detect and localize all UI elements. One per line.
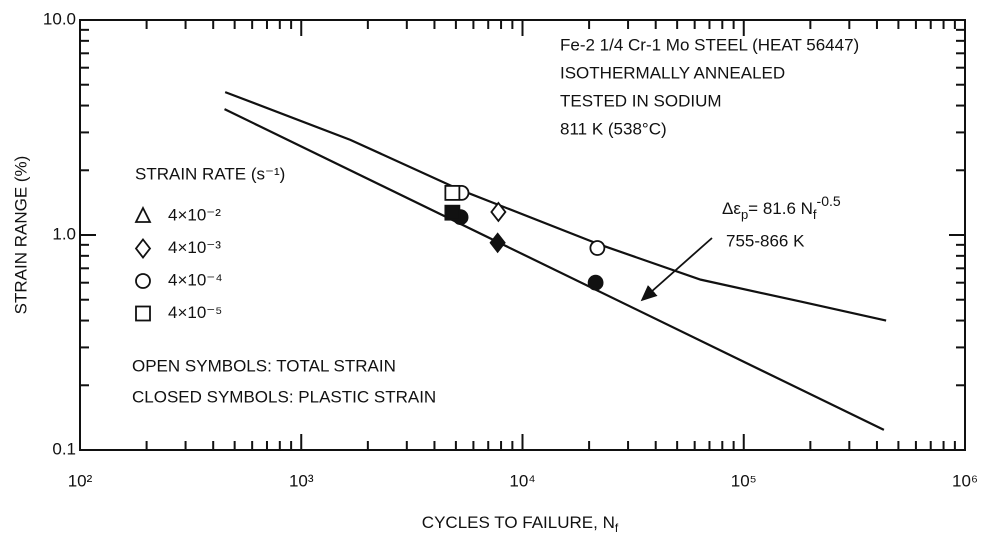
marker — [444, 204, 461, 221]
marker — [444, 184, 461, 201]
eq-part: = 81.6 N — [748, 199, 813, 218]
legend-label: 4×10⁻⁴ — [168, 270, 223, 289]
marker — [589, 240, 606, 256]
y-tick-label: 10.0 — [43, 9, 76, 28]
equation-range: 755-866 K — [726, 231, 805, 250]
x-axis-label-sub: f — [615, 521, 619, 535]
eq-part: f — [813, 207, 817, 222]
plot-frame — [79, 19, 966, 451]
arrow — [640, 237, 713, 302]
marker — [489, 232, 506, 254]
marker — [490, 201, 507, 223]
marker — [135, 305, 151, 322]
legend-label: 4×10⁻³ — [168, 238, 221, 257]
note: OPEN SYMBOLS: TOTAL STRAIN — [132, 356, 396, 375]
note: CLOSED SYMBOLS: PLASTIC STRAIN — [132, 387, 436, 406]
eq-part: Δε — [722, 199, 741, 218]
marker — [587, 274, 604, 291]
x-axis-label: CYCLES TO FAILURE, Nf — [422, 513, 619, 535]
marker — [135, 273, 151, 289]
x-tick-label: 10² — [68, 471, 93, 490]
equation: Δεp= 81.6 Nf-0.5 — [722, 193, 841, 223]
legend-label: 4×10⁻⁵ — [168, 303, 222, 322]
y-axis-label: STRAIN RANGE (%) — [11, 156, 30, 315]
y-tick-label: 0.1 — [52, 439, 76, 458]
legend-label: 4×10⁻² — [168, 205, 221, 224]
x-tick-label: 10³ — [289, 471, 314, 490]
y-tick-label: 1.0 — [52, 224, 76, 243]
annotation: 811 K (538°C) — [560, 119, 667, 138]
marker — [134, 205, 152, 223]
x-axis-label-main: CYCLES TO FAILURE, N — [422, 513, 615, 532]
curve — [224, 108, 885, 431]
marker — [134, 238, 152, 259]
annotation: Fe-2 1/4 Cr-1 Mo STEEL (HEAT 56447) — [560, 35, 859, 54]
eq-part: p — [741, 207, 748, 222]
legend-title: STRAIN RATE (s⁻¹) — [135, 164, 285, 183]
eq-part: -0.5 — [817, 193, 841, 209]
annotation: TESTED IN SODIUM — [560, 91, 722, 110]
x-tick-label: 10⁶ — [952, 471, 978, 490]
x-tick-label: 10⁴ — [509, 471, 535, 490]
annotation: ISOTHERMALLY ANNEALED — [560, 63, 785, 82]
x-tick-label: 10⁵ — [731, 471, 757, 490]
